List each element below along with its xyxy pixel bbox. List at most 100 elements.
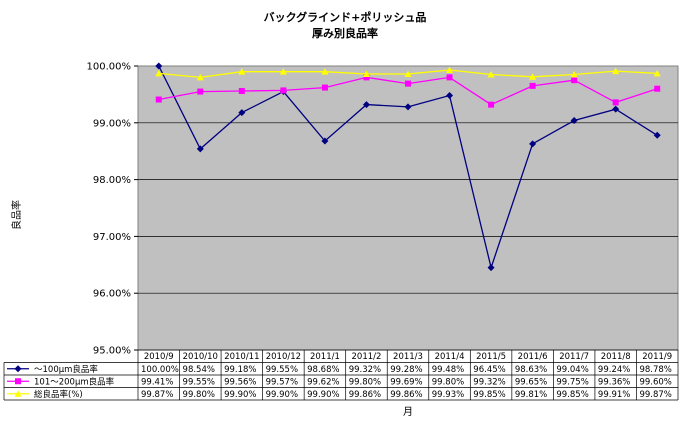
data-label: 99.87% <box>141 390 173 400</box>
data-point <box>197 88 204 95</box>
data-label: 98.54% <box>183 365 215 375</box>
chart-subtitle: 厚み別良品率 <box>312 26 378 40</box>
data-label: 99.81% <box>515 390 547 400</box>
data-point <box>280 87 287 94</box>
data-label: 99.04% <box>556 365 588 375</box>
x-tick-label: 2011/3 <box>393 352 423 362</box>
data-point <box>238 87 245 94</box>
data-point <box>155 62 163 70</box>
data-point <box>612 105 620 113</box>
data-point <box>654 85 661 92</box>
data-point <box>362 101 370 109</box>
data-label: 98.68% <box>307 365 339 375</box>
y-tick-label: 98.00% <box>93 175 131 186</box>
data-label: 99.80% <box>183 390 215 400</box>
data-label: 99.86% <box>390 390 422 400</box>
x-tick-label: 2010/9 <box>144 352 174 362</box>
x-tick-label: 2011/8 <box>601 352 631 362</box>
legend-entry: ～100μm良品率 <box>34 364 98 375</box>
data-point <box>570 71 578 78</box>
data-label: 99.85% <box>556 390 588 400</box>
data-point <box>446 74 453 81</box>
gridlines <box>134 65 678 351</box>
y-tick-label: 99.00% <box>93 118 131 129</box>
data-label: 99.48% <box>432 365 464 375</box>
data-label: 99.56% <box>224 377 256 387</box>
data-point <box>321 68 329 75</box>
legend-key-marker <box>14 365 22 373</box>
data-point <box>571 77 578 84</box>
data-label: 99.75% <box>556 377 588 387</box>
data-point <box>612 67 620 75</box>
data-point <box>529 73 537 80</box>
data-point <box>404 70 412 77</box>
legend-entry: 101～200μm良品率 <box>34 376 115 387</box>
data-label: 99.60% <box>639 377 671 387</box>
chart-title: バックグラインド+ポリッシュ品 <box>264 10 427 24</box>
x-tick-label: 2010/10 <box>183 352 218 362</box>
data-label: 99.93% <box>432 390 464 400</box>
data-table: 2010/9 2010/10 2010/11 2010/12 2011/1 2011/2 2… <box>3 349 679 401</box>
data-label: 99.57% <box>266 377 298 387</box>
data-point <box>362 70 370 77</box>
data-label: 99.55% <box>266 365 298 375</box>
data-point <box>321 84 328 91</box>
x-tick-label: 2011/4 <box>435 352 465 362</box>
x-axis-label: 月 <box>403 406 413 418</box>
data-label: 99.28% <box>390 365 422 375</box>
data-label: 99.90% <box>224 390 256 400</box>
series-markers <box>155 62 661 272</box>
x-tick-label: 2011/1 <box>310 352 340 362</box>
x-tick-label: 2011/2 <box>352 352 382 362</box>
data-label: 99.80% <box>432 377 464 387</box>
data-label: 99.24% <box>598 365 630 375</box>
data-label: 99.62% <box>307 377 339 387</box>
data-point <box>653 131 661 139</box>
data-point <box>321 137 329 145</box>
data-point <box>279 68 287 75</box>
data-point <box>196 73 204 81</box>
legend-key-marker <box>14 390 22 397</box>
data-label: 99.91% <box>598 390 630 400</box>
data-label: 99.90% <box>266 390 298 400</box>
x-tick-label: 2010/11 <box>224 352 259 362</box>
data-point <box>529 82 536 89</box>
data-label: 99.65% <box>515 377 547 387</box>
data-point <box>405 80 411 87</box>
data-label: 98.78% <box>639 365 671 375</box>
data-point <box>487 264 495 272</box>
x-tick-label: 2011/9 <box>642 352 672 362</box>
data-label: 98.63% <box>515 365 547 375</box>
data-point <box>446 92 454 100</box>
legend-entry: 総良品率(%) <box>34 389 83 400</box>
data-label: 99.32% <box>349 365 381 375</box>
data-label: 99.90% <box>307 390 339 400</box>
y-tick-labels: 95.00% 96.00% 97.00% 98.00% 99.00% 100.00% <box>87 62 132 357</box>
data-label: 96.45% <box>473 365 505 375</box>
y-axis-label: 良品率 <box>10 200 23 230</box>
x-tick-label: 2011/5 <box>476 352 506 362</box>
data-point <box>488 101 495 108</box>
data-label: 99.55% <box>183 377 215 387</box>
legend-key-marker <box>15 378 21 385</box>
data-point <box>155 69 163 77</box>
data-point <box>238 109 246 117</box>
x-tick-label: 2011/7 <box>559 352 589 362</box>
data-point <box>238 68 246 75</box>
data-point <box>155 96 162 103</box>
data-label: 99.18% <box>224 365 256 375</box>
plot-area <box>137 65 679 351</box>
y-tick-label: 100.00% <box>87 62 132 73</box>
data-label: 99.41% <box>141 377 173 387</box>
data-point <box>612 99 619 106</box>
data-point <box>570 117 578 125</box>
data-label: 99.32% <box>473 377 505 387</box>
x-tick-label: 2010/12 <box>266 352 301 362</box>
data-point <box>446 66 454 73</box>
data-point <box>653 69 661 77</box>
data-point <box>363 74 370 81</box>
y-tick-label: 97.00% <box>93 232 131 243</box>
data-label: 99.36% <box>598 377 630 387</box>
data-label: 99.69% <box>390 377 422 387</box>
